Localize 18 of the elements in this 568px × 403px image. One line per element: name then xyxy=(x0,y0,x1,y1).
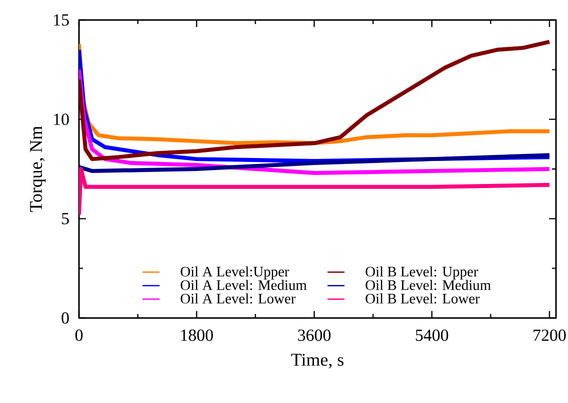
x-axis-title: Time, s xyxy=(291,354,344,368)
legend-label: Oil A Level:Upper xyxy=(180,266,290,280)
legend-label: Oil A Level: Lower xyxy=(180,293,296,304)
x-tick-label: 1800 xyxy=(181,330,213,341)
line-series xyxy=(79,153,552,173)
y-tick-label: 0 xyxy=(62,312,69,324)
x-tick-label: 7200 xyxy=(534,330,566,341)
legend-label: Oil A Level: Medium xyxy=(180,280,307,290)
y-tick-label: 10 xyxy=(54,114,69,126)
legend-label: Oil B Level: Medium xyxy=(366,280,491,290)
x-tick-label: 3600 xyxy=(298,330,331,341)
x-tick-label: 0 xyxy=(75,330,83,341)
y-axis-title: Torque, Nm xyxy=(30,126,46,212)
legend-label: Oil B Level: Lower xyxy=(366,293,480,304)
legend-label: Oil B Level: Upper xyxy=(366,266,478,280)
y-tick-label: 5 xyxy=(62,213,69,224)
x-tick-label: 5400 xyxy=(416,330,448,341)
y-tick-label: 15 xyxy=(54,14,69,26)
